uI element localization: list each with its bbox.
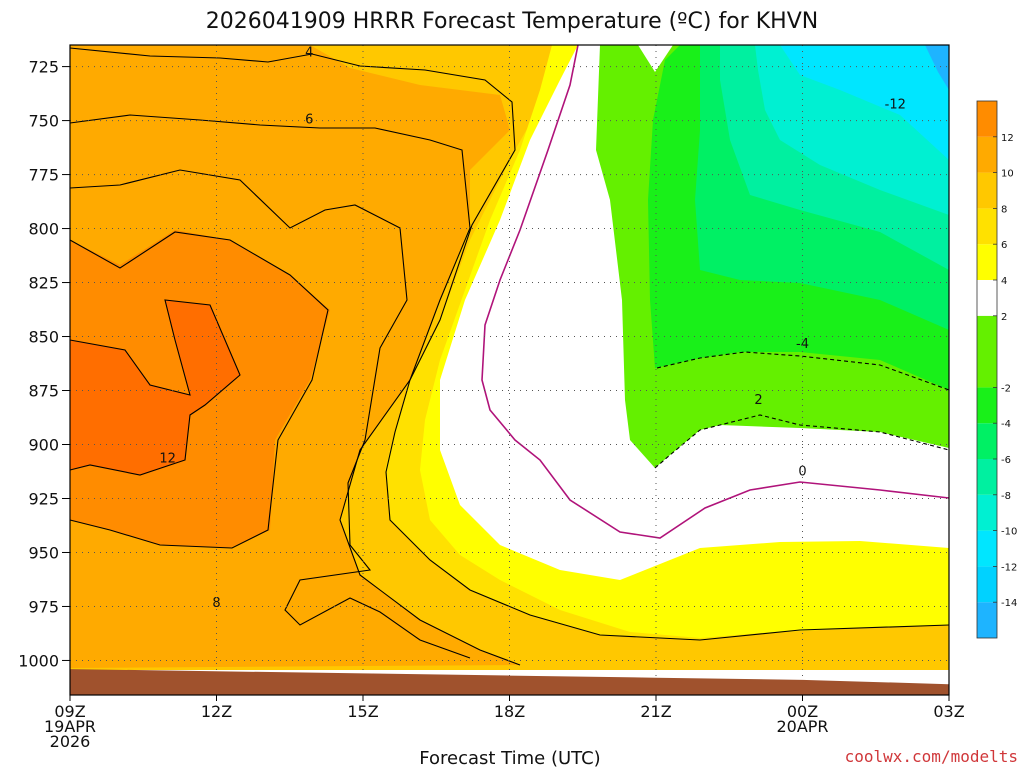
- y-tick-label: 775: [28, 166, 59, 185]
- x-tick-label: 15Z: [347, 702, 378, 721]
- isotherm-8: [69, 169, 471, 659]
- contour-label: -4: [796, 337, 809, 352]
- colorbar-label: -8: [1001, 491, 1011, 502]
- y-axis: 725 750 775 800 825 850 875 900 925 950 975 1000: [18, 58, 70, 670]
- colorbar-label: -4: [1001, 419, 1011, 430]
- colorbar-label: 4: [1001, 276, 1007, 287]
- x-tick-label: 12Z: [201, 702, 232, 721]
- colorbar-swatch: [977, 101, 997, 137]
- contour-label: 4: [305, 45, 313, 60]
- credit-label: coolwx.com/modelts: [845, 747, 1018, 766]
- colorbar-label: -10: [1001, 527, 1017, 538]
- isotherm-6: [69, 114, 521, 666]
- y-tick-label: 975: [28, 597, 59, 616]
- colorbar-swatch: [977, 459, 997, 495]
- colorbar: -14 -12 -10 -8 -6 -4 -2 2 4 6 8 10 12: [976, 100, 1017, 639]
- colorbar-swatch: [977, 530, 997, 567]
- colorbar-label: 2: [1001, 312, 1007, 323]
- colorbar-label: 6: [1001, 240, 1007, 251]
- y-tick-label: 950: [28, 543, 59, 562]
- colorbar-label: -2: [1001, 383, 1011, 394]
- band-minus14-minus12: [780, 45, 949, 160]
- x-tick-label: 18Z: [494, 702, 525, 721]
- colorbar-label: 8: [1001, 204, 1007, 215]
- y-tick-label: 800: [28, 220, 59, 239]
- x-tick-label: 19APR: [44, 717, 96, 736]
- band-minus16-minus14: [925, 45, 949, 90]
- colorbar-swatch: [977, 423, 997, 459]
- contour-label: -12: [885, 97, 906, 112]
- colorbar-swatch: [977, 602, 997, 638]
- contour-label: 2: [754, 393, 762, 408]
- y-tick-label: 925: [28, 489, 59, 508]
- colorbar-swatch: [977, 172, 997, 209]
- isotherm-12: [69, 299, 241, 476]
- x-tick-label: 00Z: [787, 702, 818, 721]
- colorbar-swatch: [977, 136, 997, 173]
- contour-label: 6: [305, 112, 313, 127]
- colorbar-swatch: [977, 566, 997, 603]
- isotherm-minus4: [656, 351, 950, 391]
- y-tick-label: 825: [28, 274, 59, 293]
- isotherm-4: [69, 47, 950, 641]
- y-tick-label: 875: [28, 382, 59, 401]
- colorbar-swatch: [977, 315, 997, 388]
- y-tick-label: 750: [28, 112, 59, 131]
- x-axis-title: Forecast Time (UTC): [419, 748, 600, 768]
- colorbar-label: 10: [1001, 169, 1014, 180]
- x-tick-label: 2026: [50, 732, 91, 751]
- colorbar-swatch: [977, 280, 997, 316]
- y-tick-label: 725: [28, 58, 59, 77]
- band-12-14: [70, 300, 240, 475]
- x-tick-label: 03Z: [933, 702, 964, 721]
- isotherm-lines: [69, 47, 950, 666]
- x-tick-label: 09Z: [54, 702, 85, 721]
- colorbar-swatch: [977, 387, 997, 424]
- colorbar-label: -14: [1001, 598, 1017, 609]
- isotherm-minus2: [654, 414, 950, 469]
- colorbar-label: -12: [1001, 562, 1017, 573]
- freezing-line: [481, 44, 950, 539]
- chart-title: 2026041909 HRRR Forecast Temperature (ºC…: [206, 9, 818, 34]
- y-tick-label: 1000: [18, 651, 59, 670]
- colorbar-frame: [976, 100, 998, 639]
- y-tick-label: 850: [28, 328, 59, 347]
- isotherm-10: [69, 231, 329, 549]
- colorbar-swatch: [977, 208, 997, 245]
- colorbar-label: 12: [1001, 133, 1014, 144]
- contour-label: 12: [159, 451, 176, 466]
- y-tick-label: 900: [28, 436, 59, 455]
- ground-fill: [70, 669, 949, 695]
- colorbar-swatch: [977, 244, 997, 280]
- colorbar-label: -6: [1001, 455, 1011, 466]
- colorbar-swatch: [977, 494, 997, 531]
- x-tick-label: 21Z: [640, 702, 671, 721]
- grid: [70, 45, 949, 695]
- x-tick-label: 20APR: [776, 717, 828, 736]
